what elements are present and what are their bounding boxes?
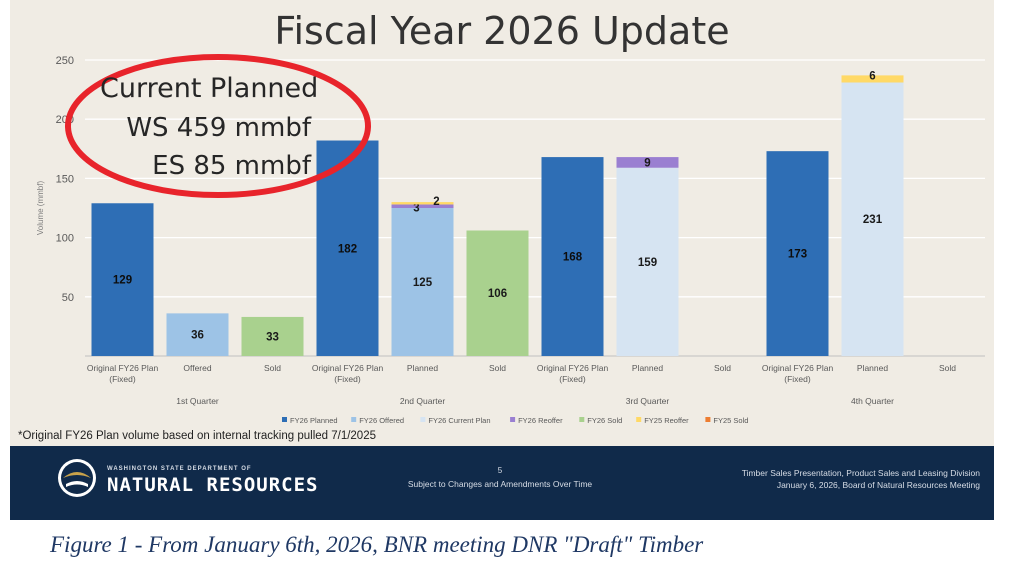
x-tick-label: Planned <box>857 363 888 373</box>
bar-fy26-sold <box>241 316 304 356</box>
bar-fy26-offered <box>166 313 229 356</box>
footer-subject: Subject to Changes and Amendments Over T… <box>407 479 593 489</box>
legend-entry: FY26 Planned <box>290 416 338 425</box>
data-label: 125 <box>413 277 433 289</box>
x-tick-label: Sold <box>489 363 506 373</box>
x-tick-label: Original FY26 Plan <box>762 363 834 373</box>
data-label: 3 <box>413 202 419 214</box>
bar-fy26-reoffer <box>391 204 454 208</box>
bar-fy26-planned <box>541 157 604 356</box>
x-tick-label: Offered <box>183 363 211 373</box>
footnote: *Original FY26 Plan volume based on inte… <box>18 430 376 442</box>
legend-swatch <box>510 417 516 422</box>
x-group-label: 2nd Quarter <box>400 396 446 406</box>
bar-fy26-planned <box>766 151 829 356</box>
legend-swatch <box>705 417 711 422</box>
legend-entry: FY26 Reoffer <box>518 416 563 425</box>
legend-swatch <box>579 417 585 422</box>
data-label: 182 <box>338 243 357 255</box>
annotation-line-2: WS 459 mmbf <box>126 113 312 143</box>
data-label: 159 <box>638 257 657 269</box>
x-tick-label: Original FY26 Plan <box>312 363 384 373</box>
annotation-line-1: Current Planned <box>100 73 318 104</box>
x-tick-label: (Fixed) <box>334 374 361 384</box>
x-tick-label: (Fixed) <box>559 374 586 384</box>
bar-fy26-planned <box>91 203 154 356</box>
agency-name: NATURAL RESOURCES <box>107 474 319 496</box>
legend-swatch <box>282 417 287 422</box>
legend-swatch <box>420 417 426 422</box>
x-tick-label: Planned <box>407 363 438 373</box>
bar-fy26-current-plan <box>841 82 904 356</box>
y-tick-label: 250 <box>56 55 74 67</box>
highlight-circle <box>65 54 371 198</box>
slide: 50 100 150 200 250 Volume (mmbf) 129 Original F… <box>10 0 994 520</box>
bar-fy25-reoffer <box>841 75 904 83</box>
slide-title: Fiscal Year 2026 Update <box>274 9 730 53</box>
bar-fy26-offered <box>391 208 454 356</box>
x-tick-label: (Fixed) <box>784 374 811 384</box>
data-label: 33 <box>266 331 279 343</box>
legend-entry: FY25 Sold <box>713 416 748 425</box>
bar-fy25-reoffer <box>391 202 454 205</box>
x-tick-label: Sold <box>939 363 956 373</box>
x-tick-label: (Fixed) <box>109 374 136 384</box>
bar-fy26-sold <box>466 230 529 356</box>
agency-subtitle: WASHINGTON STATE DEPARTMENT OF <box>107 466 252 472</box>
x-tick-label: Original FY26 Plan <box>87 363 159 373</box>
data-label: 106 <box>488 288 507 300</box>
slide-footer: WASHINGTON STATE DEPARTMENT OF NATURAL R… <box>10 446 994 520</box>
x-tick-label: Original FY26 Plan <box>537 363 609 373</box>
dnr-seal-icon <box>58 459 96 497</box>
legend-swatch <box>636 417 642 422</box>
y-axis-label: Volume (mmbf) <box>36 181 45 236</box>
legend-entry: FY25 Reoffer <box>644 416 689 425</box>
figure-caption: Figure 1 - From January 6th, 2026, BNR m… <box>50 532 704 557</box>
x-tick-label: Sold <box>714 363 731 373</box>
x-tick-label: Sold <box>264 363 281 373</box>
x-group-label: 4th Quarter <box>851 396 894 406</box>
legend-entry: FY26 Offered <box>359 416 404 425</box>
data-label: 36 <box>191 330 204 342</box>
footer-presentation-title: Timber Sales Presentation, Product Sales… <box>741 468 980 478</box>
footer-meeting-date: January 6, 2026, Board of Natural Resour… <box>776 480 980 490</box>
x-group-label: 3rd Quarter <box>626 396 670 406</box>
data-label: 129 <box>113 275 132 287</box>
data-label: 6 <box>869 70 875 82</box>
y-tick-label: 100 <box>56 233 74 245</box>
page-number: 5 <box>497 466 503 475</box>
y-tick-label: 150 <box>56 173 74 185</box>
legend-entry: FY26 Sold <box>587 416 622 425</box>
x-group-label: 1st Quarter <box>176 396 219 406</box>
bar-fy26-reoffer <box>616 157 679 168</box>
y-tick-label: 50 <box>62 292 74 304</box>
legend-swatch <box>351 417 357 422</box>
x-tick-label: Planned <box>632 363 663 373</box>
data-label: 168 <box>563 252 583 264</box>
legend-entry: FY26 Current Plan <box>428 416 490 425</box>
data-label: 231 <box>863 214 883 226</box>
data-label: 2 <box>433 196 439 208</box>
data-label: 9 <box>644 157 650 169</box>
annotation-line-3: ES 85 mmbf <box>152 151 312 181</box>
bar-fy26-current-plan <box>616 167 679 356</box>
data-label: 173 <box>788 249 807 261</box>
